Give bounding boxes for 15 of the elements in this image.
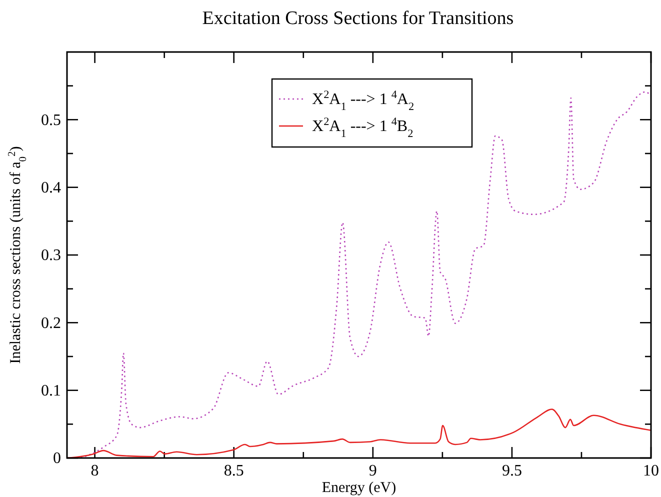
x-tick-label: 9 <box>368 462 377 480</box>
x-tick-label: 9.5 <box>502 462 522 480</box>
x-tick-label: 10 <box>643 462 659 480</box>
y-tick-label: 0.5 <box>41 112 61 129</box>
y-tick-label: 0.1 <box>41 382 61 400</box>
y-tick-label: 0 <box>53 450 61 468</box>
y-tick-label: 0.2 <box>41 314 61 332</box>
y-tick-label: 0.4 <box>41 179 61 196</box>
legend-label: X$^{2}$A$_{1}$ ---> 1 $^{4}$B$_{2}$ <box>312 116 414 140</box>
x-tick-label: 8 <box>90 462 99 480</box>
legend-label: X$^{2}$A$_{1}$ ---> 1 $^{4}$A$_{2}$ <box>312 89 414 113</box>
x-tick-label: 8.5 <box>224 462 244 480</box>
y-tick-label: 0.3 <box>41 247 61 264</box>
x-axis-title: Energy (eV) <box>322 480 396 496</box>
chart-title: Excitation Cross Sections for Transitions <box>202 8 514 29</box>
